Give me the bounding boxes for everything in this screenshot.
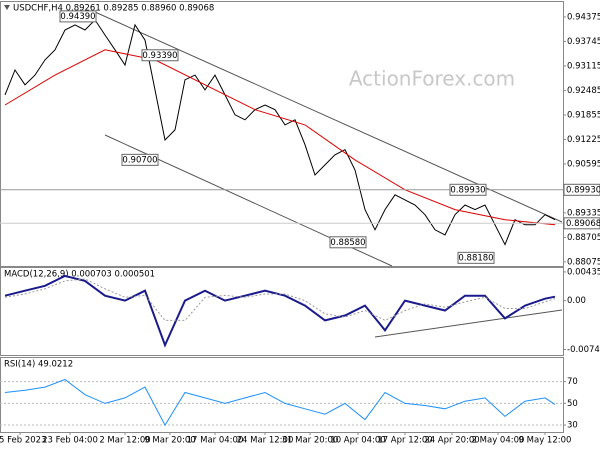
price-panel [0, 1, 564, 267]
y-tick-label: 0.91855 [567, 110, 600, 120]
macd-panel [0, 267, 564, 356]
y-tick-label: 0.89335 [567, 208, 600, 218]
annotation-label: 0.89930 [450, 185, 485, 195]
price-tag-label: 0.89068 [566, 219, 600, 229]
y-tick-label: 0.93745 [567, 37, 600, 47]
y-tick-label: 0.90595 [567, 159, 600, 169]
y-tick-label: 50 [567, 399, 578, 409]
annotation-label: 0.93390 [142, 51, 177, 61]
x-tick-label: 2 May 04:00 [472, 436, 525, 446]
y-tick-label: 0.88075 [567, 257, 600, 267]
annotation-box [457, 251, 495, 264]
price-tag [563, 183, 600, 196]
price-tag-label: 0.89930 [566, 185, 600, 195]
y-tick-label: 0.00 [567, 296, 586, 306]
y-tick-label: 70 [567, 377, 578, 387]
macd-trend [374, 309, 563, 338]
y-tick-label: 0.004354 [567, 267, 600, 277]
series-line [4, 49, 556, 226]
x-tick-label: 24 Apr 20:00 [424, 436, 479, 446]
rsi-panel [0, 357, 564, 433]
y-tick-label: 0.91225 [567, 135, 600, 145]
series-line [4, 278, 556, 321]
macd-title: MACD(12,26,9) 0.000703 0.000501 [4, 270, 155, 280]
series-line [4, 378, 556, 427]
y-tick-label: 0.88705 [567, 233, 600, 243]
watermark: ActionForex.com [349, 67, 515, 91]
x-tick-label: 2 Mar 12:00 [99, 436, 150, 446]
annotation-label: 0.88180 [458, 253, 493, 263]
annotation-label: 0.88580 [330, 238, 365, 248]
x-tick-label: 9 Mar 20:00 [144, 436, 195, 446]
y-tick-label: 0.94375 [567, 12, 600, 22]
rsi-title: RSI(14) 49.0212 [4, 360, 73, 370]
x-tick-label: 17 Apr 12:00 [377, 436, 432, 446]
annotation-label: 0.90700 [122, 155, 157, 165]
x-tick-label: 23 Feb 04:00 [42, 436, 98, 446]
x-tick-label: 9 May 12:00 [519, 436, 572, 446]
annotation-box [449, 183, 487, 196]
y-tick-label: 30 [567, 421, 578, 431]
x-tick-label: 17 Mar 04:00 [187, 436, 244, 446]
y-tick-label: 0.93115 [567, 61, 600, 71]
annotation-label: 0.94390 [60, 12, 95, 22]
annotation-box [121, 153, 159, 166]
symbol-icon [4, 5, 10, 10]
y-tick-label: 0.92485 [567, 86, 600, 96]
annotation-box [141, 49, 179, 62]
x-tick-label: 15 Feb 2023 [0, 436, 46, 446]
annotation-box [59, 10, 97, 23]
x-tick-label: 31 Mar 20:00 [282, 436, 339, 446]
y-tick-label: -0.007417 [567, 345, 600, 355]
price-tag [563, 217, 600, 230]
chart-title: USDCHF,H4 0.89261 0.89285 0.88960 0.8906… [13, 4, 214, 14]
x-tick-label: 10 Apr 04:00 [330, 436, 385, 446]
x-tick-label: 24 Mar 12:00 [237, 436, 294, 446]
series-line [4, 274, 556, 348]
annotation-box [329, 236, 367, 249]
